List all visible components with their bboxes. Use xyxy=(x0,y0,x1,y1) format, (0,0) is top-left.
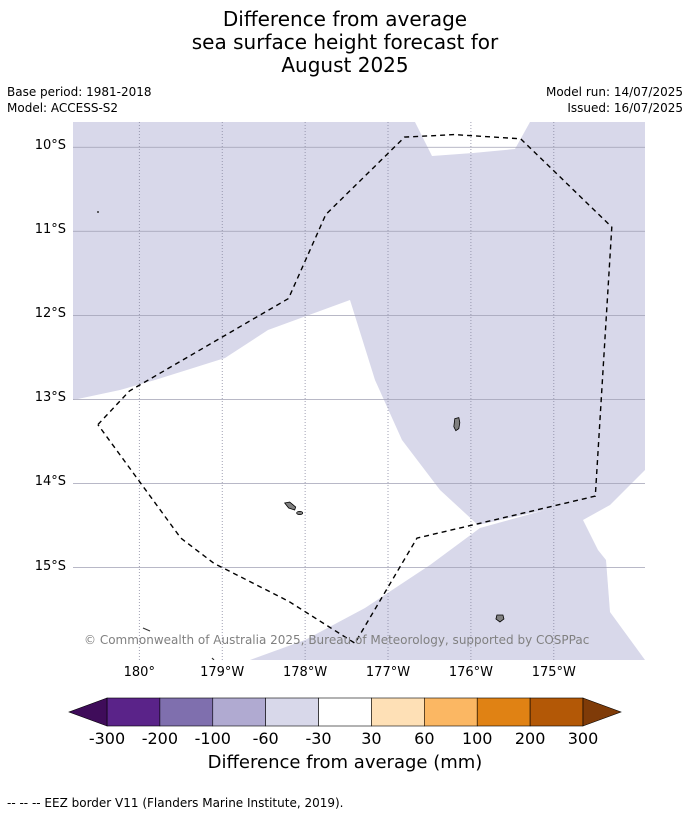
colorbar-under-arrow xyxy=(68,697,108,727)
colorbar-tick-label: 100 xyxy=(461,729,493,748)
colorbar-tick-label: 30 xyxy=(361,729,382,748)
gridlines xyxy=(73,122,645,660)
colorbar-tick-label: 60 xyxy=(414,729,435,748)
colorbar-segment xyxy=(318,697,372,727)
latitude-label: 13°S xyxy=(34,390,66,406)
colorbar-tick-label: 200 xyxy=(514,729,546,748)
small-islet xyxy=(97,211,99,213)
small-islet-s xyxy=(211,657,215,660)
longitude-label: 175°W xyxy=(531,665,576,680)
latitude-label: 12°S xyxy=(34,306,66,322)
longitude-label: 177°W xyxy=(365,665,411,680)
latitude-label: 11°S xyxy=(34,222,66,238)
colorbar-segment xyxy=(265,697,319,727)
colorbar-title: Difference from average (mm) xyxy=(207,752,483,773)
colorbar-segment xyxy=(212,697,266,727)
longitude-label: 178°W xyxy=(283,665,328,680)
title-line-1: Difference from average xyxy=(222,7,468,31)
colorbar-tick-label: -300 xyxy=(88,729,126,748)
small-islet-sw xyxy=(142,627,151,632)
meta-right: Model run: 14/07/2025 Issued: 16/07/2025 xyxy=(546,84,683,116)
colorbar-tick-label: -30 xyxy=(305,729,332,748)
latitude-label: 14°S xyxy=(34,474,66,490)
chart-title: Difference from average sea surface heig… xyxy=(0,8,690,77)
colorbar-over-arrow xyxy=(582,697,622,727)
model-run-text: Model run: 14/07/2025 xyxy=(545,85,683,99)
base-period-text: Base period: 1981-2018 xyxy=(7,85,152,99)
colorbar-segment xyxy=(159,697,214,727)
colorbar-segment xyxy=(424,697,478,727)
colorbar-segment xyxy=(106,697,161,727)
issued-text: Issued: 16/07/2025 xyxy=(567,101,683,115)
longitude-label: 179°W xyxy=(200,665,245,680)
colorbar-tick-label: -60 xyxy=(252,729,279,748)
islands xyxy=(283,417,505,623)
eez-legend-footer: -- -- -- EEZ border V11 (Flanders Marine… xyxy=(7,796,344,810)
colorbar-segment xyxy=(529,697,584,727)
colorbar-tick-label: 300 xyxy=(567,729,599,748)
colorbar-segment xyxy=(371,697,425,727)
longitude-label: 180° xyxy=(123,665,155,680)
eez-border xyxy=(97,133,613,645)
copyright-text: © Commonwealth of Australia 2025, Bureau… xyxy=(84,633,590,647)
colorbar-segment xyxy=(476,697,531,727)
island-fakaofo xyxy=(453,417,461,432)
colorbar xyxy=(68,697,622,727)
title-line-2: sea surface height forecast for xyxy=(191,30,499,54)
island-futuna xyxy=(495,614,505,623)
island-alofi xyxy=(296,511,304,516)
colorbar-tick-label: -100 xyxy=(194,729,231,748)
meta-left: Base period: 1981-2018 Model: ACCESS-S2 xyxy=(7,84,152,116)
sea-height-anomaly-shading xyxy=(73,122,645,660)
colorbar-tick-label: -200 xyxy=(141,729,179,748)
longitude-label: 176°W xyxy=(448,665,493,680)
island-wallis xyxy=(283,501,297,511)
latitude-label: 10°S xyxy=(34,138,66,154)
model-text: Model: ACCESS-S2 xyxy=(7,101,119,115)
title-line-3: August 2025 xyxy=(281,53,409,77)
latitude-label: 15°S xyxy=(34,558,66,574)
